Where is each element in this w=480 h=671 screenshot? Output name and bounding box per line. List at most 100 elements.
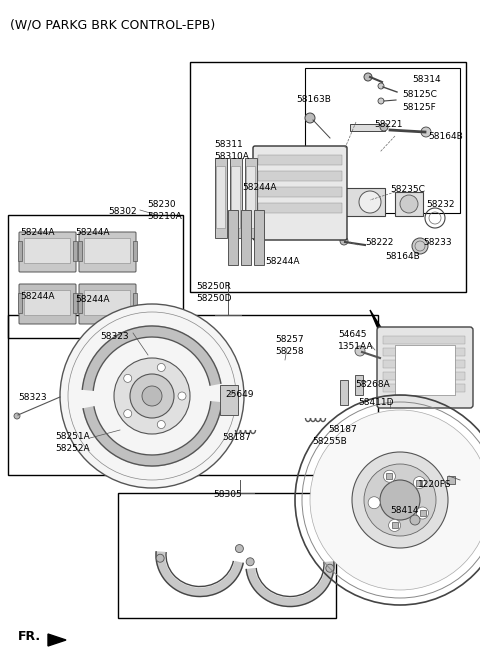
Text: 58233: 58233 [423,238,452,247]
FancyBboxPatch shape [19,232,76,272]
Text: 58323: 58323 [18,393,47,402]
Circle shape [157,421,165,429]
Circle shape [14,413,20,419]
Circle shape [124,409,132,417]
Bar [254,210,264,265]
Text: 58251A: 58251A [55,432,90,441]
Bar [241,210,251,265]
Circle shape [380,123,388,131]
Text: 58125C: 58125C [402,90,437,99]
Text: 58244A: 58244A [75,228,109,237]
Text: 58414: 58414 [390,506,419,515]
Text: 58210A: 58210A [147,212,182,221]
Circle shape [235,545,243,553]
Text: FR.: FR. [18,630,41,643]
Circle shape [355,346,365,356]
Circle shape [359,191,381,213]
Circle shape [364,73,372,81]
Text: 58323: 58323 [100,332,129,341]
Bar [383,336,465,344]
Text: 58255B: 58255B [312,437,347,446]
Bar [18,293,22,313]
Text: 58302: 58302 [108,207,137,216]
Bar [73,293,77,313]
FancyBboxPatch shape [79,284,136,324]
Bar [220,385,238,415]
Circle shape [410,515,420,525]
Circle shape [421,127,431,137]
Bar [420,510,425,516]
Bar [118,493,336,618]
Circle shape [352,452,448,548]
Text: 58310A: 58310A [214,152,249,161]
Text: (W/O PARKG BRK CONTROL-EPB): (W/O PARKG BRK CONTROL-EPB) [10,18,215,31]
Circle shape [400,195,418,213]
FancyBboxPatch shape [79,232,136,272]
Text: 58187: 58187 [328,425,357,434]
Bar [216,166,225,228]
Bar [78,241,82,261]
Text: 58311: 58311 [214,140,243,149]
Bar [383,384,465,392]
Circle shape [417,507,429,519]
Bar [395,192,423,216]
Text: 54645: 54645 [338,330,367,339]
Circle shape [326,564,334,572]
Bar [215,158,227,238]
Text: 58222: 58222 [365,238,394,247]
Bar [78,293,82,313]
Bar [230,158,242,238]
Bar [245,158,257,238]
Text: 1351AA: 1351AA [338,342,373,351]
Text: 58163B: 58163B [296,95,331,104]
Text: 58244A: 58244A [242,183,276,192]
Bar [8,215,183,338]
Text: 58230: 58230 [147,200,176,209]
Text: 58257: 58257 [275,335,304,344]
Bar [84,290,130,315]
Bar [392,523,397,529]
Circle shape [130,374,174,418]
Bar [258,171,342,181]
Circle shape [368,497,380,509]
Bar [416,480,422,486]
Bar [395,345,455,395]
Bar [18,241,22,261]
Bar [340,380,348,405]
Circle shape [156,554,164,562]
Text: 58164B: 58164B [428,132,463,141]
Bar [8,315,378,475]
Circle shape [364,464,436,536]
Text: 58268A: 58268A [355,380,390,389]
Circle shape [124,374,132,382]
Text: 1220FS: 1220FS [418,480,452,489]
Text: 58252A: 58252A [55,444,90,453]
Circle shape [310,410,480,590]
Bar [231,166,240,228]
Bar [258,155,342,165]
Bar [383,372,465,380]
Bar [133,241,137,261]
Circle shape [178,392,186,400]
FancyBboxPatch shape [377,327,473,408]
Text: 58232: 58232 [426,200,455,209]
Text: 58164B: 58164B [385,252,420,261]
Circle shape [305,113,315,123]
Circle shape [384,470,396,482]
Polygon shape [370,310,395,352]
Bar [133,293,137,313]
Bar [345,188,385,216]
Text: 25649: 25649 [225,390,253,399]
Bar [228,210,238,265]
FancyBboxPatch shape [19,284,76,324]
Text: 58305: 58305 [213,490,242,499]
Circle shape [378,83,384,89]
Bar [350,124,385,131]
Bar [190,62,466,292]
Circle shape [378,98,384,104]
Bar [258,187,342,197]
Circle shape [114,358,190,434]
Text: 58244A: 58244A [20,228,55,237]
Bar [24,238,70,263]
Circle shape [389,519,401,531]
